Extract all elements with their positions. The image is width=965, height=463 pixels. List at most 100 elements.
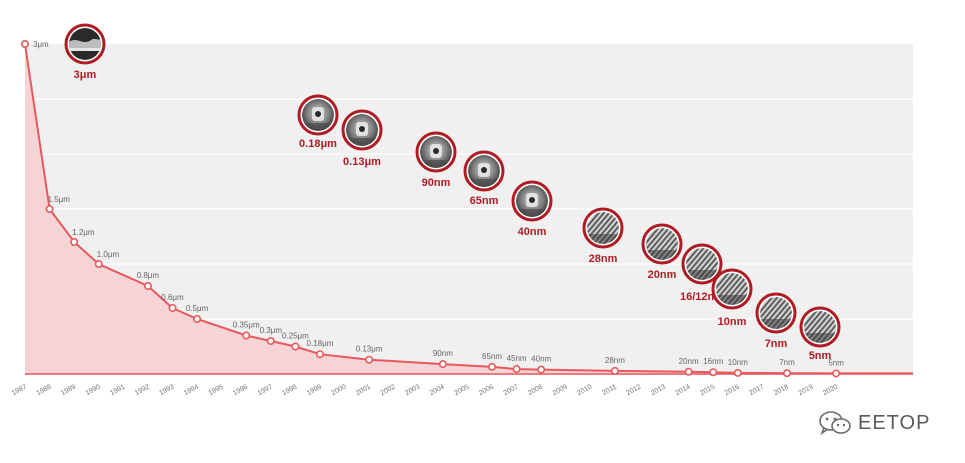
x-tick-label: 1999 bbox=[306, 384, 323, 398]
milestone-bubble: 10nm bbox=[711, 268, 753, 328]
data-label: 65nm bbox=[482, 352, 502, 361]
milestone-label: 40nm bbox=[518, 226, 547, 238]
data-label: 20nm bbox=[679, 357, 699, 366]
data-point-06m bbox=[168, 303, 177, 312]
data-label: 1.2μm bbox=[72, 228, 95, 237]
x-tick-label: 2016 bbox=[724, 384, 741, 398]
data-point-7nm bbox=[782, 369, 791, 378]
milestone-bubble: 5nm bbox=[799, 306, 841, 362]
data-point-15m bbox=[45, 205, 54, 214]
x-tick-label: 1995 bbox=[208, 384, 225, 398]
x-tick-label: 2013 bbox=[650, 384, 667, 398]
milestone-bubble: 65nm bbox=[463, 150, 505, 207]
x-tick-label: 2018 bbox=[773, 384, 790, 398]
milestone-bubble: 20nm bbox=[641, 223, 683, 281]
x-tick-label: 2014 bbox=[675, 384, 692, 398]
area-fill bbox=[25, 44, 913, 374]
data-label: 16nm bbox=[703, 357, 723, 366]
data-label: 28nm bbox=[605, 356, 625, 365]
data-point-025m bbox=[291, 342, 300, 351]
data-label: 40nm bbox=[531, 355, 551, 364]
milestone-label: 90nm bbox=[422, 177, 451, 189]
x-tick-label: 2011 bbox=[601, 384, 618, 397]
milestone-label: 5nm bbox=[809, 350, 832, 362]
x-tick-label: 2007 bbox=[502, 384, 519, 398]
milestone-label: 7nm bbox=[765, 338, 788, 350]
x-tick-label: 2017 bbox=[748, 384, 765, 398]
data-point-10nm bbox=[733, 368, 742, 377]
transistor-micrograph-icon bbox=[302, 99, 334, 131]
x-tick-label: 2004 bbox=[429, 384, 446, 398]
data-label: 45nm bbox=[507, 354, 527, 363]
data-label: 0.6μm bbox=[161, 293, 184, 302]
x-tick-label: 1996 bbox=[232, 384, 249, 398]
milestone-bubble: 28nm bbox=[582, 207, 624, 265]
x-tick-label: 1994 bbox=[183, 384, 200, 398]
x-tick-label: 1997 bbox=[257, 384, 274, 398]
x-tick-label: 2012 bbox=[625, 384, 642, 398]
data-point-20nm bbox=[684, 367, 693, 376]
x-tick-label: 1998 bbox=[281, 384, 298, 398]
data-point-08m bbox=[143, 281, 152, 290]
watermark: EETOP bbox=[818, 410, 930, 436]
x-tick-label: 1987 bbox=[11, 384, 28, 398]
x-tick-label: 2008 bbox=[527, 384, 544, 398]
data-label: 7nm bbox=[779, 358, 795, 367]
x-tick-label: 2020 bbox=[822, 384, 839, 398]
milestone-bubble: 90nm bbox=[415, 131, 457, 189]
data-label: 0.5μm bbox=[186, 304, 209, 313]
x-tick-label: 2002 bbox=[380, 384, 397, 398]
data-point-5nm bbox=[832, 369, 841, 378]
wafer-cross-section-icon bbox=[69, 28, 101, 60]
milestone-label: 10nm bbox=[718, 316, 747, 328]
data-label: 1.5μm bbox=[48, 195, 71, 204]
x-tick-label: 2000 bbox=[330, 384, 347, 398]
x-tick-label: 2001 bbox=[355, 384, 372, 398]
finfet-micrograph-icon bbox=[646, 228, 678, 260]
milestone-bubble: 7nm bbox=[755, 292, 797, 350]
finfet-micrograph-icon bbox=[716, 273, 748, 305]
data-point-035m bbox=[242, 331, 251, 340]
x-tick-label: 1991 bbox=[109, 384, 126, 398]
data-label: 0.35μm bbox=[233, 321, 260, 330]
x-tick-label: 2006 bbox=[478, 384, 495, 398]
finfet-micrograph-icon bbox=[587, 212, 619, 244]
data-label: 1.0μm bbox=[97, 250, 120, 259]
x-tick-label: 1990 bbox=[85, 384, 102, 398]
milestone-bubble: 40nm bbox=[511, 180, 553, 238]
finfet-micrograph-icon bbox=[760, 297, 792, 329]
milestone-label: 0.13μm bbox=[343, 156, 381, 168]
transistor-micrograph-icon bbox=[516, 185, 548, 217]
data-label: 0.8μm bbox=[137, 271, 160, 280]
data-point-05m bbox=[193, 314, 202, 323]
milestone-label: 20nm bbox=[648, 269, 677, 281]
transistor-micrograph-icon bbox=[420, 136, 452, 168]
finfet-micrograph-icon bbox=[804, 311, 836, 343]
x-tick-label: 1989 bbox=[60, 384, 77, 398]
data-point-28nm bbox=[610, 366, 619, 375]
data-label: 5nm bbox=[828, 358, 844, 367]
x-tick-label: 1992 bbox=[134, 384, 151, 398]
data-label: 90nm bbox=[433, 349, 453, 358]
data-point-12m bbox=[70, 238, 79, 247]
grid-lines bbox=[25, 98, 913, 320]
data-point-013m bbox=[365, 355, 374, 364]
x-tick-label: 2019 bbox=[797, 384, 814, 398]
data-point-45nm bbox=[512, 365, 521, 374]
milestone-bubble: 3μm bbox=[64, 23, 106, 81]
data-point-10m bbox=[94, 259, 103, 268]
milestone-bubble: 0.18μm bbox=[297, 94, 339, 150]
watermark-text: EETOP bbox=[858, 411, 931, 434]
x-tick-label: 2010 bbox=[576, 384, 593, 398]
data-point-40nm bbox=[537, 365, 546, 374]
milestone-label: 65nm bbox=[470, 195, 499, 207]
x-tick-label: 2015 bbox=[699, 384, 716, 398]
data-point-3m bbox=[20, 39, 29, 48]
data-label: 10nm bbox=[728, 358, 748, 367]
data-label: 0.18μm bbox=[307, 339, 334, 348]
wechat-logo-icon bbox=[819, 411, 851, 436]
data-label: 0.13μm bbox=[356, 345, 383, 354]
x-tick-label: 2009 bbox=[552, 384, 569, 398]
milestone-label: 3μm bbox=[74, 69, 97, 81]
